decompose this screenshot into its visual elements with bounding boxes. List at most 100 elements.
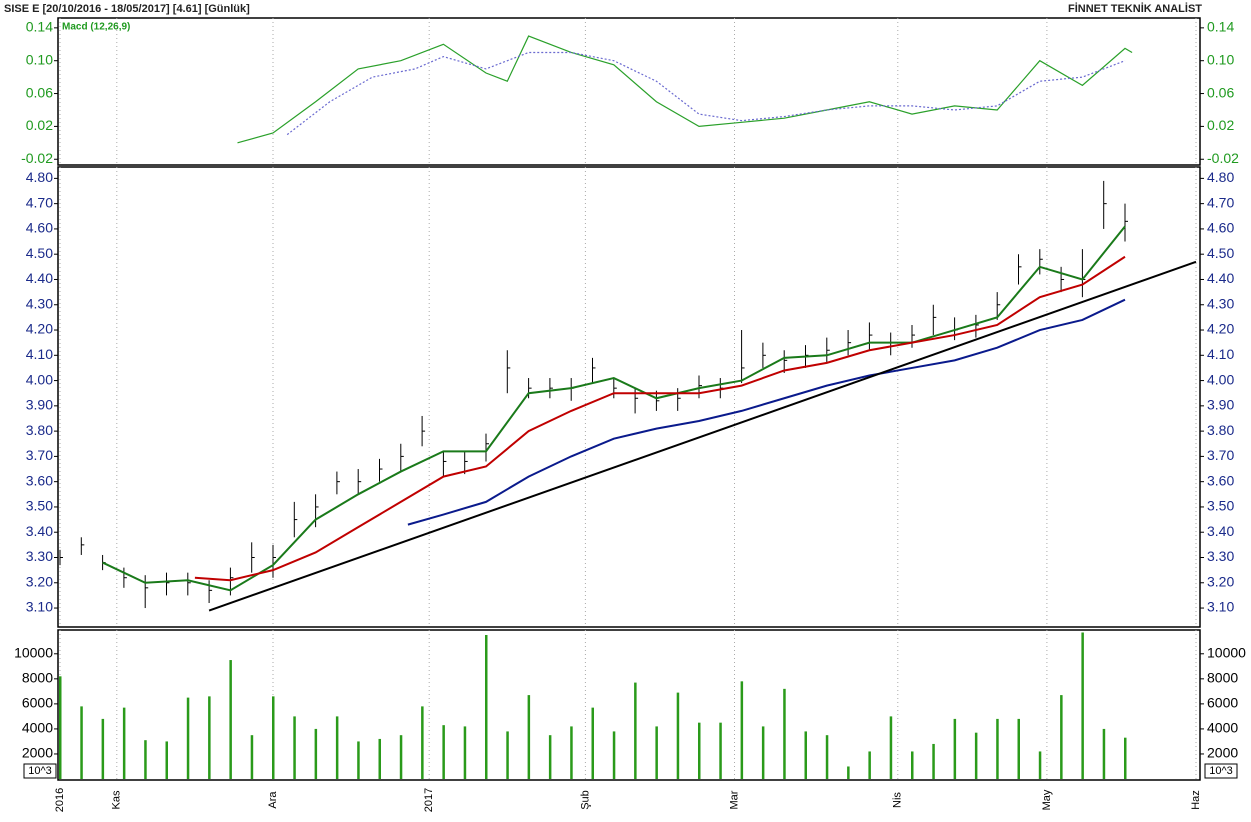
y-tick-label: 4000 <box>22 720 53 736</box>
y-tick-label: 3.90 <box>26 397 53 413</box>
volume-bar <box>59 676 62 779</box>
macd-frame <box>57 17 1201 166</box>
y-tick-label: 3.10 <box>26 599 53 615</box>
y-tick-label: 4.00 <box>26 371 53 387</box>
y-tick-label: 0.14 <box>1207 19 1234 35</box>
volume-bar <box>272 696 275 779</box>
y-tick-label: 3.40 <box>1207 523 1234 539</box>
volume-bar <box>698 722 701 779</box>
volume-bar <box>229 660 232 779</box>
volume-bar <box>378 738 381 779</box>
y-tick-label: 8000 <box>1207 670 1238 686</box>
volume-bar <box>719 722 722 779</box>
x-tick-label: Nis <box>892 792 904 808</box>
volume-bar <box>122 707 126 779</box>
y-tick-label: 4.40 <box>1207 270 1234 286</box>
volume-bar <box>825 735 829 779</box>
volume-bar <box>996 718 999 779</box>
y-tick-label: 4000 <box>1207 720 1238 736</box>
volume-bar <box>144 740 147 779</box>
y-tick-label: 3.20 <box>1207 573 1234 589</box>
line-series <box>286 51 1126 136</box>
x-tick-label: 2016 <box>54 788 66 812</box>
volume-bar <box>761 726 765 779</box>
x-tick-label: Mar <box>728 790 740 809</box>
volume-bar <box>868 751 871 779</box>
unit-label: 10^3 <box>1209 765 1233 777</box>
volume-bar <box>208 696 211 779</box>
volume-bar <box>527 695 531 779</box>
y-tick-label: 3.40 <box>26 523 53 539</box>
volume-bar <box>740 681 744 779</box>
x-tick-label: May <box>1041 789 1053 810</box>
volume-bar <box>847 766 850 779</box>
volume-bar <box>1124 737 1127 779</box>
y-tick-label: 6000 <box>22 695 53 711</box>
line-series <box>407 298 1126 526</box>
y-tick-label: 10000 <box>14 644 53 660</box>
line-series <box>237 35 1133 144</box>
y-tick-label: 2000 <box>1207 745 1238 761</box>
volume-bar <box>335 716 339 779</box>
y-tick-label: 3.20 <box>26 573 53 589</box>
volume-bar <box>250 735 254 779</box>
volume-bar <box>570 726 573 779</box>
x-tick-label: Kas <box>111 790 123 809</box>
y-tick-label: 0.02 <box>1207 117 1234 133</box>
y-tick-label: 3.70 <box>26 447 53 463</box>
volume-bar <box>80 706 83 779</box>
y-tick-label: 3.80 <box>26 422 53 438</box>
x-tick-label: 2017 <box>423 788 435 812</box>
x-tick-label: Şub <box>579 790 591 810</box>
y-tick-label: 2000 <box>22 745 53 761</box>
y-tick-label: 0.02 <box>26 117 53 133</box>
volume-bar <box>1102 728 1106 779</box>
volume-bar <box>485 635 488 779</box>
y-tick-label: 3.80 <box>1207 422 1234 438</box>
y-tick-label: 4.60 <box>26 220 53 236</box>
volume-bar <box>911 751 914 779</box>
volume-frame <box>57 629 1201 781</box>
price-frame <box>57 166 1201 628</box>
volume-bar <box>357 741 360 779</box>
y-tick-label: 3.90 <box>1207 397 1234 413</box>
volume-bar <box>399 735 403 779</box>
y-tick-label: 10000 <box>1207 644 1246 660</box>
volume-bar <box>548 735 552 779</box>
volume-bar <box>421 706 424 779</box>
volume-bar <box>932 743 935 779</box>
y-tick-label: 4.40 <box>26 270 53 286</box>
y-tick-label: 0.10 <box>26 51 53 67</box>
y-tick-label: 4.80 <box>26 169 53 185</box>
line-series <box>194 255 1126 582</box>
volume-bar <box>676 692 680 779</box>
x-tick-label: Haz <box>1190 790 1202 810</box>
volume-bar <box>591 707 594 779</box>
macd-title: Macd (12,26,9) <box>62 22 130 33</box>
header-title: SISE E [20/10/2016 - 18/05/2017] [4.61] … <box>4 3 250 15</box>
x-tick-label: Ara <box>267 791 279 809</box>
y-tick-label: 3.10 <box>1207 599 1234 615</box>
volume-bar <box>655 726 658 779</box>
volume-bar <box>974 732 978 779</box>
line-series <box>102 225 1126 592</box>
y-tick-label: 4.00 <box>1207 371 1234 387</box>
y-tick-label: 3.60 <box>26 472 53 488</box>
volume-bar <box>165 741 168 779</box>
volume-bar <box>186 697 190 779</box>
y-tick-label: 3.60 <box>1207 472 1234 488</box>
y-tick-label: 4.20 <box>1207 321 1234 337</box>
volume-bar <box>1081 632 1084 779</box>
y-tick-label: 0.14 <box>26 19 53 35</box>
y-tick-label: 3.50 <box>1207 498 1234 514</box>
y-tick-label: 4.10 <box>1207 346 1234 362</box>
y-tick-label: 0.06 <box>1207 84 1234 100</box>
y-tick-label: 4.70 <box>1207 194 1234 210</box>
y-tick-label: 0.10 <box>1207 51 1234 67</box>
header-brand: FİNNET TEKNİK ANALİST <box>1068 2 1202 15</box>
volume-bar <box>463 726 467 779</box>
y-tick-label: 3.50 <box>26 498 53 514</box>
volume-bar <box>314 728 318 779</box>
y-tick-label: 4.50 <box>1207 245 1234 261</box>
y-tick-label: 4.30 <box>1207 295 1234 311</box>
